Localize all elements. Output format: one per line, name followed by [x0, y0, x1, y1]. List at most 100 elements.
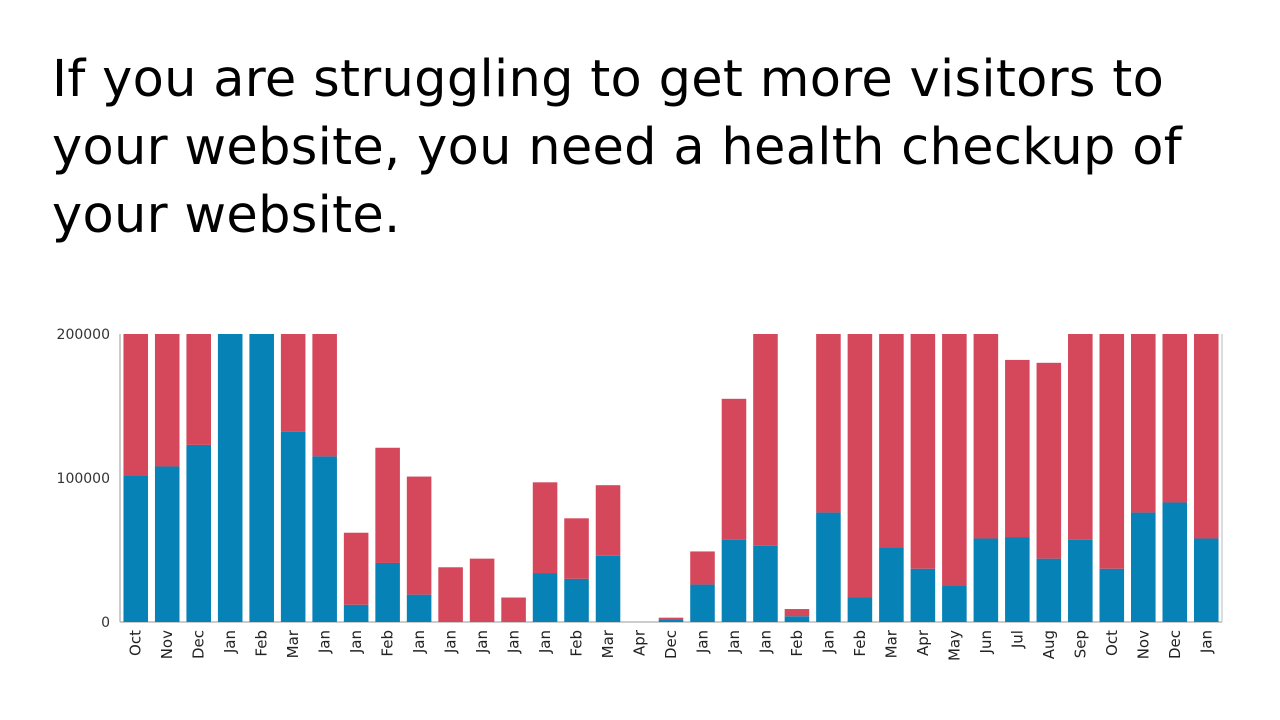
- bar-segment-series-2: [1099, 334, 1125, 569]
- y-tick-label: 0: [101, 615, 110, 631]
- bar-segment-series-1: [1036, 558, 1062, 622]
- bar-segment-series-2: [312, 334, 337, 457]
- x-tick-label: May: [945, 630, 963, 661]
- y-tick-label: 200000: [57, 327, 110, 343]
- x-tick-label: Jan: [693, 630, 711, 654]
- x-tick-label: Jan: [442, 630, 460, 654]
- x-tick-label: Jan: [473, 630, 491, 654]
- bar-segment-series-1: [123, 475, 149, 622]
- bar-segment-series-1: [816, 512, 841, 622]
- x-tick-label: Jan: [410, 630, 428, 654]
- x-tick-label: Nov: [158, 630, 176, 659]
- bar-segment-series-1: [1068, 539, 1093, 622]
- bar-segment-series-2: [910, 334, 936, 569]
- bar-segment-series-1: [375, 562, 400, 622]
- x-tick-label: Jan: [505, 630, 523, 654]
- bar-segment-series-1: [280, 431, 306, 622]
- bar-segment-series-2: [280, 334, 306, 432]
- bar-segment-series-1: [564, 578, 589, 622]
- bar-segment-series-2: [406, 476, 432, 595]
- bar-segment-series-1: [753, 545, 778, 622]
- bar-segment-series-2: [753, 334, 778, 546]
- bar-segment-series-2: [469, 558, 495, 622]
- x-tick-label: Jan: [819, 630, 837, 654]
- x-tick-label: Jan: [347, 630, 365, 654]
- bar-segment-series-2: [438, 567, 463, 622]
- bar-segment-series-1: [249, 334, 274, 622]
- x-tick-label: Apr: [631, 629, 649, 656]
- bar-segment-series-2: [1131, 334, 1156, 513]
- bar-segment-series-1: [186, 444, 211, 622]
- bar-segment-series-2: [784, 609, 810, 617]
- bar-segment-series-1: [690, 584, 715, 622]
- x-tick-label: Mar: [284, 629, 302, 658]
- bar-segment-series-2: [1005, 359, 1030, 538]
- x-tick-label: Dec: [662, 630, 680, 659]
- bar-segment-series-2: [690, 551, 715, 585]
- slide-title: If you are struggling to get more visito…: [52, 50, 1182, 245]
- bar-segment-series-2: [1068, 334, 1093, 540]
- x-tick-label: Feb: [379, 630, 397, 657]
- x-tick-label: Dec: [1166, 630, 1184, 659]
- x-tick-label: Aug: [1040, 630, 1058, 659]
- bar-segment-series-1: [658, 619, 684, 622]
- x-tick-label: Apr: [914, 629, 932, 656]
- bar-segment-series-1: [973, 538, 999, 622]
- x-tick-label: Jan: [756, 630, 774, 654]
- bar-segment-series-2: [564, 518, 589, 579]
- bar-segment-series-1: [154, 466, 180, 622]
- bar-segment-series-1: [910, 568, 936, 622]
- bar-segment-series-1: [595, 555, 621, 622]
- bar-segment-series-2: [973, 334, 999, 539]
- bar-segment-series-1: [1193, 538, 1219, 622]
- bar-segment-series-2: [658, 617, 684, 620]
- x-tick-label: Jan: [316, 630, 334, 654]
- bar-segment-series-2: [721, 398, 747, 540]
- bar-segment-series-2: [816, 334, 841, 513]
- bar-segment-series-2: [879, 334, 904, 548]
- bar-segment-series-1: [1162, 502, 1188, 622]
- bar-segment-series-1: [847, 597, 873, 622]
- x-tick-label: Feb: [568, 630, 586, 657]
- x-tick-label: Jun: [977, 630, 995, 654]
- bar-segment-series-2: [1193, 334, 1219, 539]
- x-tick-label: Feb: [788, 630, 806, 657]
- bar-segment-series-1: [532, 573, 558, 622]
- x-tick-label: Mar: [599, 629, 617, 658]
- x-tick-label: Jan: [1197, 630, 1215, 654]
- bar-segment-series-2: [375, 447, 400, 563]
- bar-segment-series-1: [312, 456, 337, 622]
- bar-segment-series-2: [595, 485, 621, 556]
- bar-segment-series-1: [879, 547, 904, 622]
- bar-segment-series-1: [721, 539, 747, 622]
- bar-segment-series-2: [847, 334, 873, 598]
- bar-series: [123, 334, 1219, 622]
- y-axis-ticks: 0 100000 200000: [57, 327, 110, 631]
- bar-segment-series-2: [186, 334, 211, 445]
- bar-segment-series-2: [1162, 334, 1188, 503]
- bar-segment-series-2: [343, 532, 369, 605]
- bar-segment-series-2: [942, 334, 967, 586]
- bar-segment-series-2: [1036, 362, 1062, 559]
- bar-segment-series-1: [1131, 512, 1156, 622]
- bar-segment-series-1: [784, 616, 810, 622]
- x-tick-label: Feb: [851, 630, 869, 657]
- x-tick-label: Feb: [253, 630, 271, 657]
- bar-segment-series-2: [532, 482, 558, 574]
- bar-segment-series-2: [123, 334, 149, 476]
- bar-segment-series-1: [406, 594, 432, 622]
- bar-segment-series-1: [343, 604, 369, 622]
- x-axis-labels: Oct Nov Dec Jan Feb Mar Jan Jan Feb Jan Jan Jan Jan J…: [127, 629, 1216, 661]
- x-tick-label: Mar: [882, 629, 900, 658]
- bar-segment-series-1: [1005, 537, 1030, 622]
- x-tick-label: Oct: [1103, 630, 1121, 656]
- x-tick-label: Dec: [190, 630, 208, 659]
- x-tick-label: Jul: [1008, 630, 1026, 649]
- x-tick-label: Jan: [536, 630, 554, 654]
- bar-segment-series-2: [501, 597, 526, 622]
- y-tick-label: 100000: [57, 471, 110, 487]
- bar-segment-series-2: [154, 334, 180, 467]
- x-tick-label: Sep: [1071, 630, 1089, 658]
- bar-segment-series-1: [942, 586, 967, 622]
